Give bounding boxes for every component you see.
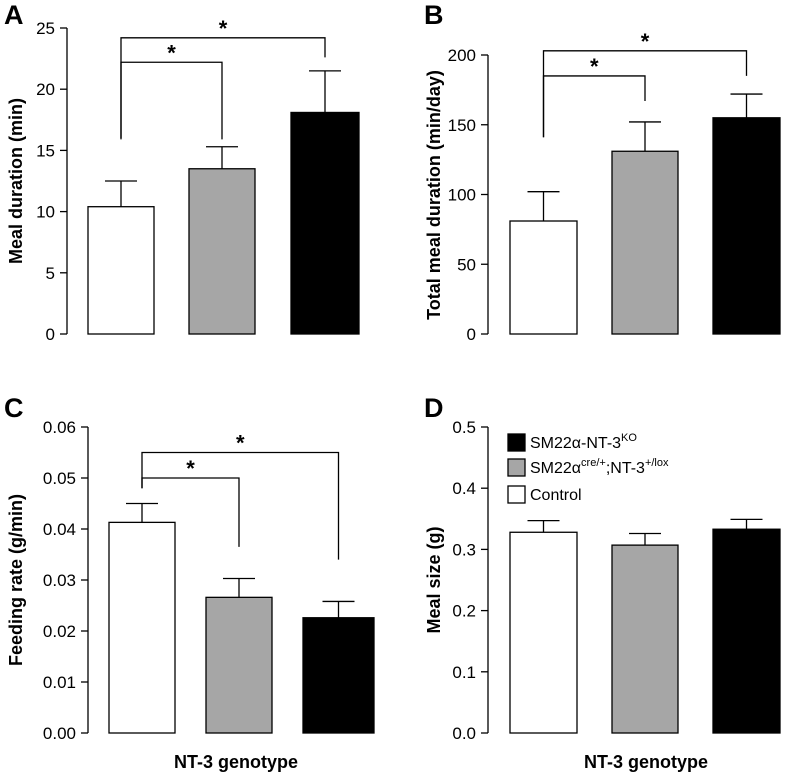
legend: SM22α-NT-3KO SM22αcre/+;NT-3+/lox Control <box>507 432 669 504</box>
y-tick-label: 0 <box>46 325 55 344</box>
bar-het <box>205 596 273 734</box>
panel-label: B <box>424 0 444 30</box>
panel-label: A <box>4 0 24 30</box>
significance-bracket <box>542 50 748 138</box>
y-tick-label: 0.5 <box>452 418 476 437</box>
y-tick-label: 0.03 <box>43 571 76 590</box>
y-axis-title: Meal duration (min) <box>6 98 26 264</box>
y-tick-label: 200 <box>448 46 476 65</box>
y-tick-label: 0.01 <box>43 673 76 692</box>
y-axis-title: Total meal duration (min/day) <box>424 70 444 320</box>
bar-control <box>509 531 578 734</box>
significance-star: * <box>167 40 176 65</box>
y-tick-label: 0.00 <box>43 724 76 743</box>
bar-control <box>108 521 176 734</box>
significance-bracket <box>120 37 326 140</box>
legend-label: Control <box>530 487 582 504</box>
y-tick-label: 0.06 <box>43 418 76 437</box>
significance-star: * <box>236 431 245 456</box>
bar-ko <box>712 528 781 734</box>
y-tick-label: 100 <box>448 186 476 205</box>
x-axis-title: NT-3 genotype <box>174 752 298 772</box>
legend-text-part: +/lox <box>645 457 669 469</box>
legend-text-part: SM22α <box>530 460 581 477</box>
y-tick-label: 15 <box>36 141 55 160</box>
significance-bracket <box>542 75 646 138</box>
legend-text-part: SM22α-NT-3 <box>530 435 621 452</box>
bar-het <box>611 544 679 734</box>
significance-star: * <box>186 456 195 481</box>
y-tick-label: 25 <box>36 19 55 38</box>
panel-a: A 0 5 10 15 20 25 Meal duration (min) * * <box>4 0 360 344</box>
y-tick-label: 5 <box>46 264 55 283</box>
y-tick-label: 20 <box>36 80 55 99</box>
y-tick-label: 0.2 <box>452 602 476 621</box>
y-tick-label: 10 <box>36 203 55 222</box>
y-tick-label: 0.4 <box>452 479 476 498</box>
legend-text-part: ;NT-3 <box>606 460 645 477</box>
legend-text-part: KO <box>621 432 637 444</box>
legend-text-part: cre/+ <box>581 457 606 469</box>
y-tick-label: 0.3 <box>452 540 476 559</box>
significance-bracket <box>141 451 340 560</box>
y-tick-label: 0.0 <box>452 724 476 743</box>
bar-ko <box>290 111 360 335</box>
bar-het <box>611 150 679 335</box>
significance-star: * <box>219 16 228 41</box>
y-tick-label: 50 <box>457 255 476 274</box>
y-tick-label: 0.05 <box>43 469 76 488</box>
panel-label: D <box>424 393 444 423</box>
legend-swatch-ko <box>507 433 526 452</box>
panel-label: C <box>4 393 24 423</box>
y-tick-label: 150 <box>448 116 476 135</box>
legend-label: SM22αcre/+;NT-3+/lox <box>530 457 669 477</box>
significance-star: * <box>590 54 599 79</box>
y-tick-label: 0.04 <box>43 520 76 539</box>
y-tick-label: 0.1 <box>452 663 476 682</box>
panel-d: D 0.0 0.1 0.2 0.3 0.4 0.5 Meal size (g) NT-3 gen… <box>424 393 781 772</box>
significance-star: * <box>641 29 650 54</box>
y-axis-title: Feeding rate (g/min) <box>6 494 26 666</box>
bar-het <box>188 168 256 335</box>
bar-control <box>509 220 578 335</box>
legend-swatch-het <box>507 458 526 477</box>
y-tick-label: 0.02 <box>43 622 76 641</box>
legend-label: SM22α-NT-3KO <box>530 432 637 452</box>
bar-control <box>87 206 155 335</box>
bar-ko <box>302 617 375 734</box>
significance-bracket <box>120 61 223 140</box>
panel-c: C 0.00 0.01 0.02 0.03 0.04 0.05 0.06 Feeding rat… <box>4 393 375 772</box>
bar-ko <box>712 117 781 335</box>
legend-text-part: Control <box>530 487 582 504</box>
x-axis-title: NT-3 genotype <box>584 752 708 772</box>
legend-swatch-control <box>507 485 526 504</box>
y-axis-title: Meal size (g) <box>424 526 444 633</box>
y-tick-label: 0 <box>467 325 476 344</box>
